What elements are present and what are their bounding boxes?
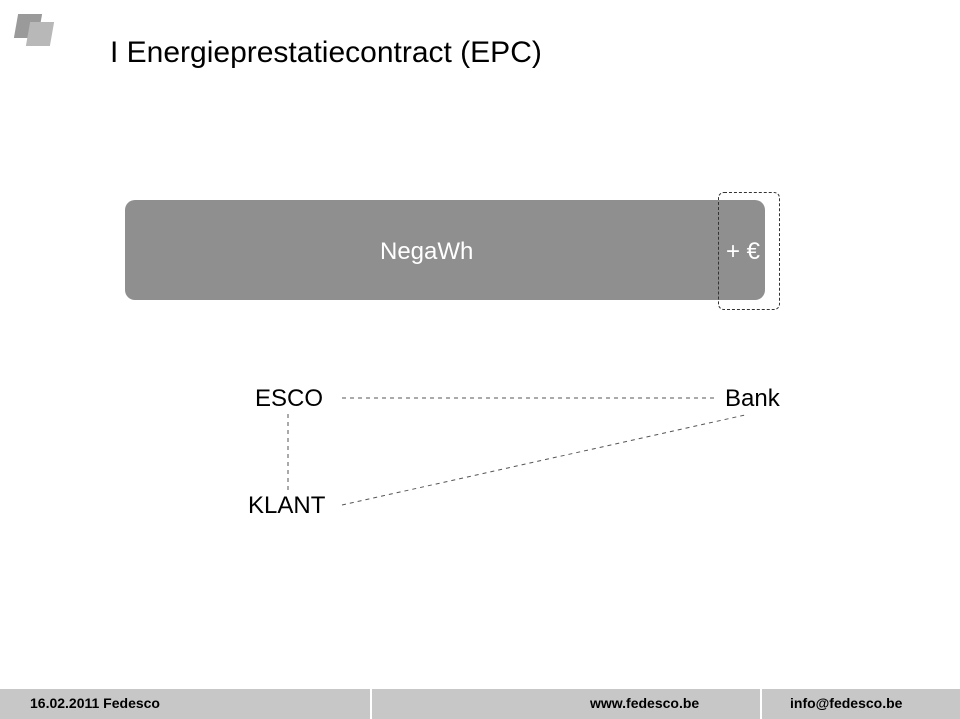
logo-shape-2	[26, 22, 54, 46]
node-klant: KLANT	[248, 492, 325, 520]
footer-email: info@fedesco.be	[790, 695, 902, 711]
negawh-label: NegaWh	[380, 238, 473, 266]
node-esco: ESCO	[255, 385, 323, 413]
node-bank: Bank	[725, 385, 780, 413]
footer-segment-2	[372, 689, 760, 719]
diagram-connectors	[0, 0, 960, 719]
footer-url: www.fedesco.be	[590, 695, 699, 711]
edge-klant-bank	[342, 415, 745, 505]
footer: 16.02.2011 Fedesco www.fedesco.be info@f…	[0, 689, 960, 719]
logo	[10, 6, 70, 56]
plus-euro-label: + €	[726, 238, 760, 266]
page-title: I Energieprestatiecontract (EPC)	[110, 36, 542, 70]
footer-date: 16.02.2011 Fedesco	[30, 695, 160, 711]
negawh-bar: NegaWh	[125, 200, 765, 300]
